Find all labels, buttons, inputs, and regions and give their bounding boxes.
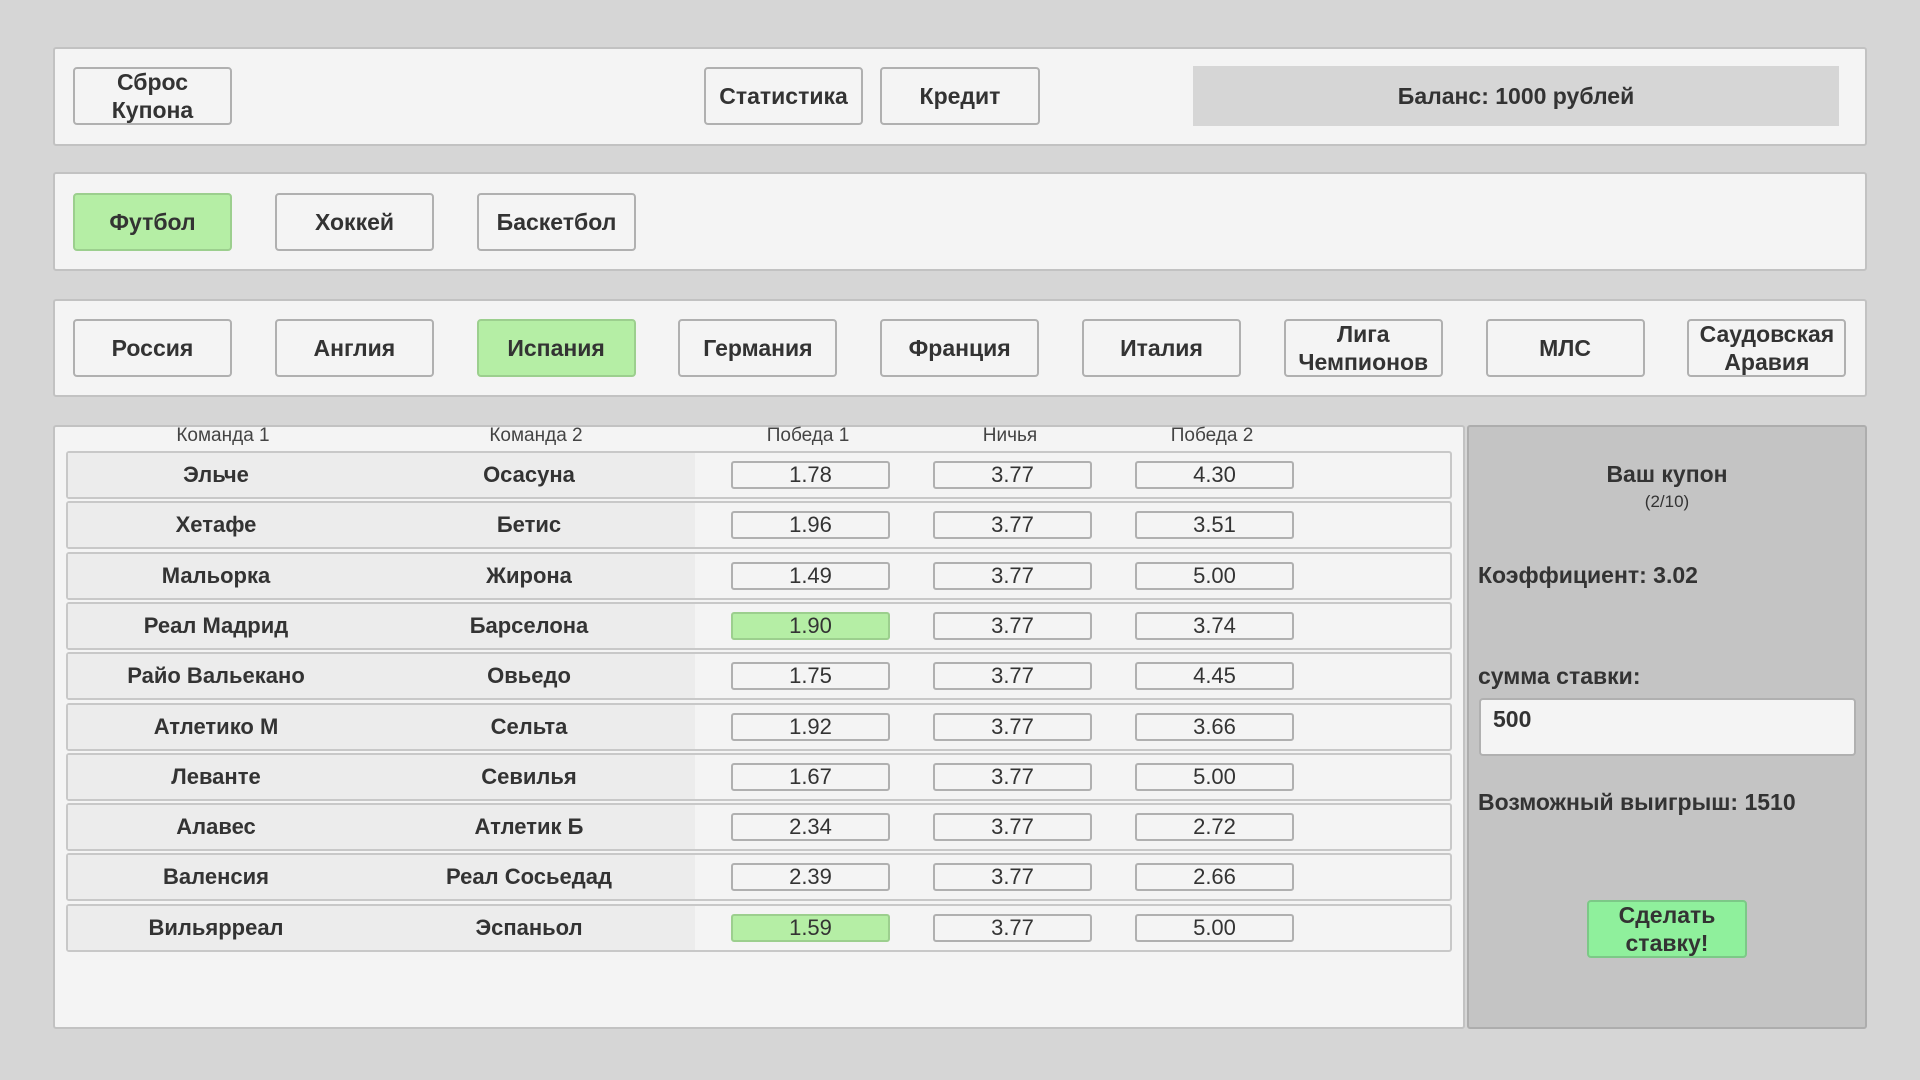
- place-bet-button[interactable]: Сделать ставку!: [1587, 900, 1747, 958]
- header-team2: Команда 2: [489, 425, 583, 446]
- odd-draw-button[interactable]: 3.77: [933, 511, 1092, 540]
- odd-win1-button[interactable]: 1.49: [731, 561, 890, 590]
- odd-win1-button[interactable]: 2.39: [731, 863, 890, 892]
- league-tab-7[interactable]: Лига Чемпионов: [1283, 319, 1443, 377]
- team1-name: Райо Вальекано: [127, 663, 305, 689]
- team2-name: Овьедо: [487, 663, 571, 689]
- odd-win2-button[interactable]: 5.00: [1135, 561, 1294, 590]
- odd-win2-button[interactable]: 5.00: [1135, 913, 1294, 942]
- league-tab-9[interactable]: Саудовская Аравия: [1687, 319, 1847, 377]
- header-draw: Ничья: [982, 425, 1038, 446]
- team2-name: Осасуна: [483, 462, 575, 487]
- odd-draw-button[interactable]: 3.77: [933, 762, 1092, 791]
- league-tab-2[interactable]: Англия: [274, 319, 434, 377]
- odd-draw-button[interactable]: 3.77: [933, 611, 1092, 640]
- league-tab-1[interactable]: Россия: [73, 319, 232, 377]
- table-row: Райо Вальекано Овьедо 1.75 3.77 4.45: [66, 652, 1452, 701]
- league-tab-4[interactable]: Германия: [678, 319, 838, 377]
- sport-tab-2[interactable]: Хоккей: [275, 193, 434, 251]
- odd-win1-button[interactable]: 2.34: [731, 813, 890, 842]
- credit-button[interactable]: Кредит: [880, 67, 1040, 125]
- statistics-button[interactable]: Статистика: [704, 67, 863, 125]
- odd-win1-button[interactable]: 1.67: [731, 762, 890, 791]
- odd-win2-button[interactable]: 5.00: [1135, 762, 1294, 791]
- teams-cell: [68, 805, 695, 850]
- odd-win2-button[interactable]: 4.30: [1135, 461, 1294, 489]
- odd-win1-button[interactable]: 1.92: [731, 712, 890, 741]
- odd-win2-button[interactable]: 2.72: [1135, 813, 1294, 842]
- league-tab-8[interactable]: МЛС: [1485, 319, 1645, 377]
- team2-name: Эспаньол: [475, 914, 583, 940]
- teams-cell: [68, 503, 695, 548]
- stake-label: сумма ставки:: [1478, 663, 1641, 689]
- odd-win1-button[interactable]: 1.90: [731, 611, 890, 640]
- teams-cell: [68, 905, 695, 950]
- sport-tab-1[interactable]: Футбол: [73, 193, 232, 251]
- league-tab-3[interactable]: Испания: [476, 319, 636, 377]
- balance-display: Баланс: 1000 рублей: [1193, 66, 1839, 126]
- teams-cell: [68, 704, 695, 749]
- teams-cell: [68, 654, 695, 699]
- teams-cell: [68, 603, 695, 648]
- odd-draw-button[interactable]: 3.77: [933, 913, 1092, 942]
- team2-name: Бетис: [496, 512, 562, 538]
- odd-win2-button[interactable]: 2.66: [1135, 863, 1294, 892]
- teams-cell: [68, 754, 695, 799]
- stake-input[interactable]: 500: [1479, 698, 1856, 756]
- team2-name: Севилья: [481, 763, 577, 789]
- team2-name: Реал Сосьедад: [446, 864, 612, 890]
- odd-win1-button[interactable]: 1.78: [731, 461, 890, 489]
- team1-name: Мальорка: [161, 562, 271, 588]
- header-win2: Победа 2: [1170, 425, 1254, 446]
- table-row: Хетафе Бетис 1.96 3.77 3.51: [66, 501, 1452, 550]
- team2-name: Атлетик Б: [474, 814, 584, 840]
- teams-cell: [68, 453, 695, 497]
- odd-win1-button[interactable]: 1.75: [731, 662, 890, 691]
- possible-win: Возможный выигрыш: 1510: [1478, 789, 1796, 815]
- teams-cell: [68, 553, 695, 598]
- odd-win2-button[interactable]: 3.74: [1135, 611, 1294, 640]
- table-row: Валенсия Реал Сосьедад 2.39 3.77 2.66: [66, 853, 1452, 902]
- coupon-count: (2/10): [1644, 492, 1690, 511]
- odd-draw-button[interactable]: 3.77: [933, 561, 1092, 590]
- team1-name: Хетафе: [175, 512, 257, 538]
- team1-name: Алавес: [176, 814, 256, 840]
- team1-name: Реал Мадрид: [143, 612, 289, 638]
- team2-name: Жирона: [486, 562, 572, 588]
- team1-name: Леванте: [171, 763, 261, 789]
- team1-name: Валенсия: [163, 864, 269, 890]
- sport-tab-3[interactable]: Баскетбол: [477, 193, 636, 251]
- table-row: Леванте Севилья 1.67 3.77 5.00: [66, 752, 1452, 801]
- team1-name: Атлетико М: [153, 713, 279, 739]
- odd-draw-button[interactable]: 3.77: [933, 863, 1092, 892]
- coupon-coefficient: Коэффициент: 3.02: [1478, 562, 1698, 588]
- table-row: Эльче Осасуна 1.78 3.77 4.30: [66, 451, 1452, 499]
- team2-name: Барселона: [469, 612, 589, 638]
- team1-name: Вильярреал: [148, 914, 284, 940]
- odd-draw-button[interactable]: 3.77: [933, 662, 1092, 691]
- table-row: Атлетико М Сельта 1.92 3.77 3.66: [66, 702, 1452, 751]
- odd-win2-button[interactable]: 3.51: [1135, 511, 1294, 540]
- odd-draw-button[interactable]: 3.77: [933, 813, 1092, 842]
- league-tab-6[interactable]: Италия: [1082, 319, 1241, 377]
- header-team1: Команда 1: [176, 425, 270, 446]
- teams-cell: [68, 855, 695, 900]
- table-row: Мальорка Жирона 1.49 3.77 5.00: [66, 551, 1452, 600]
- odd-win1-button[interactable]: 1.59: [731, 913, 890, 942]
- odd-draw-button[interactable]: 3.77: [933, 461, 1092, 489]
- table-row: Вильярреал Эспаньол 1.59 3.77 5.00: [66, 903, 1452, 952]
- team2-name: Сельта: [490, 713, 568, 739]
- table-row: Алавес Атлетик Б 2.34 3.77 2.72: [66, 803, 1452, 852]
- coupon-title: Ваш купон: [1606, 461, 1728, 487]
- odd-win2-button[interactable]: 3.66: [1135, 712, 1294, 741]
- odd-draw-button[interactable]: 3.77: [933, 712, 1092, 741]
- odd-win1-button[interactable]: 1.96: [731, 511, 890, 540]
- table-row: Реал Мадрид Барселона 1.90 3.77 3.74: [66, 601, 1452, 650]
- league-tab-5[interactable]: Франция: [880, 319, 1040, 377]
- odd-win2-button[interactable]: 4.45: [1135, 662, 1294, 691]
- header-win1: Победа 1: [766, 425, 850, 446]
- reset-coupon-button[interactable]: Сброс Купона: [73, 67, 232, 125]
- team1-name: Эльче: [183, 462, 249, 487]
